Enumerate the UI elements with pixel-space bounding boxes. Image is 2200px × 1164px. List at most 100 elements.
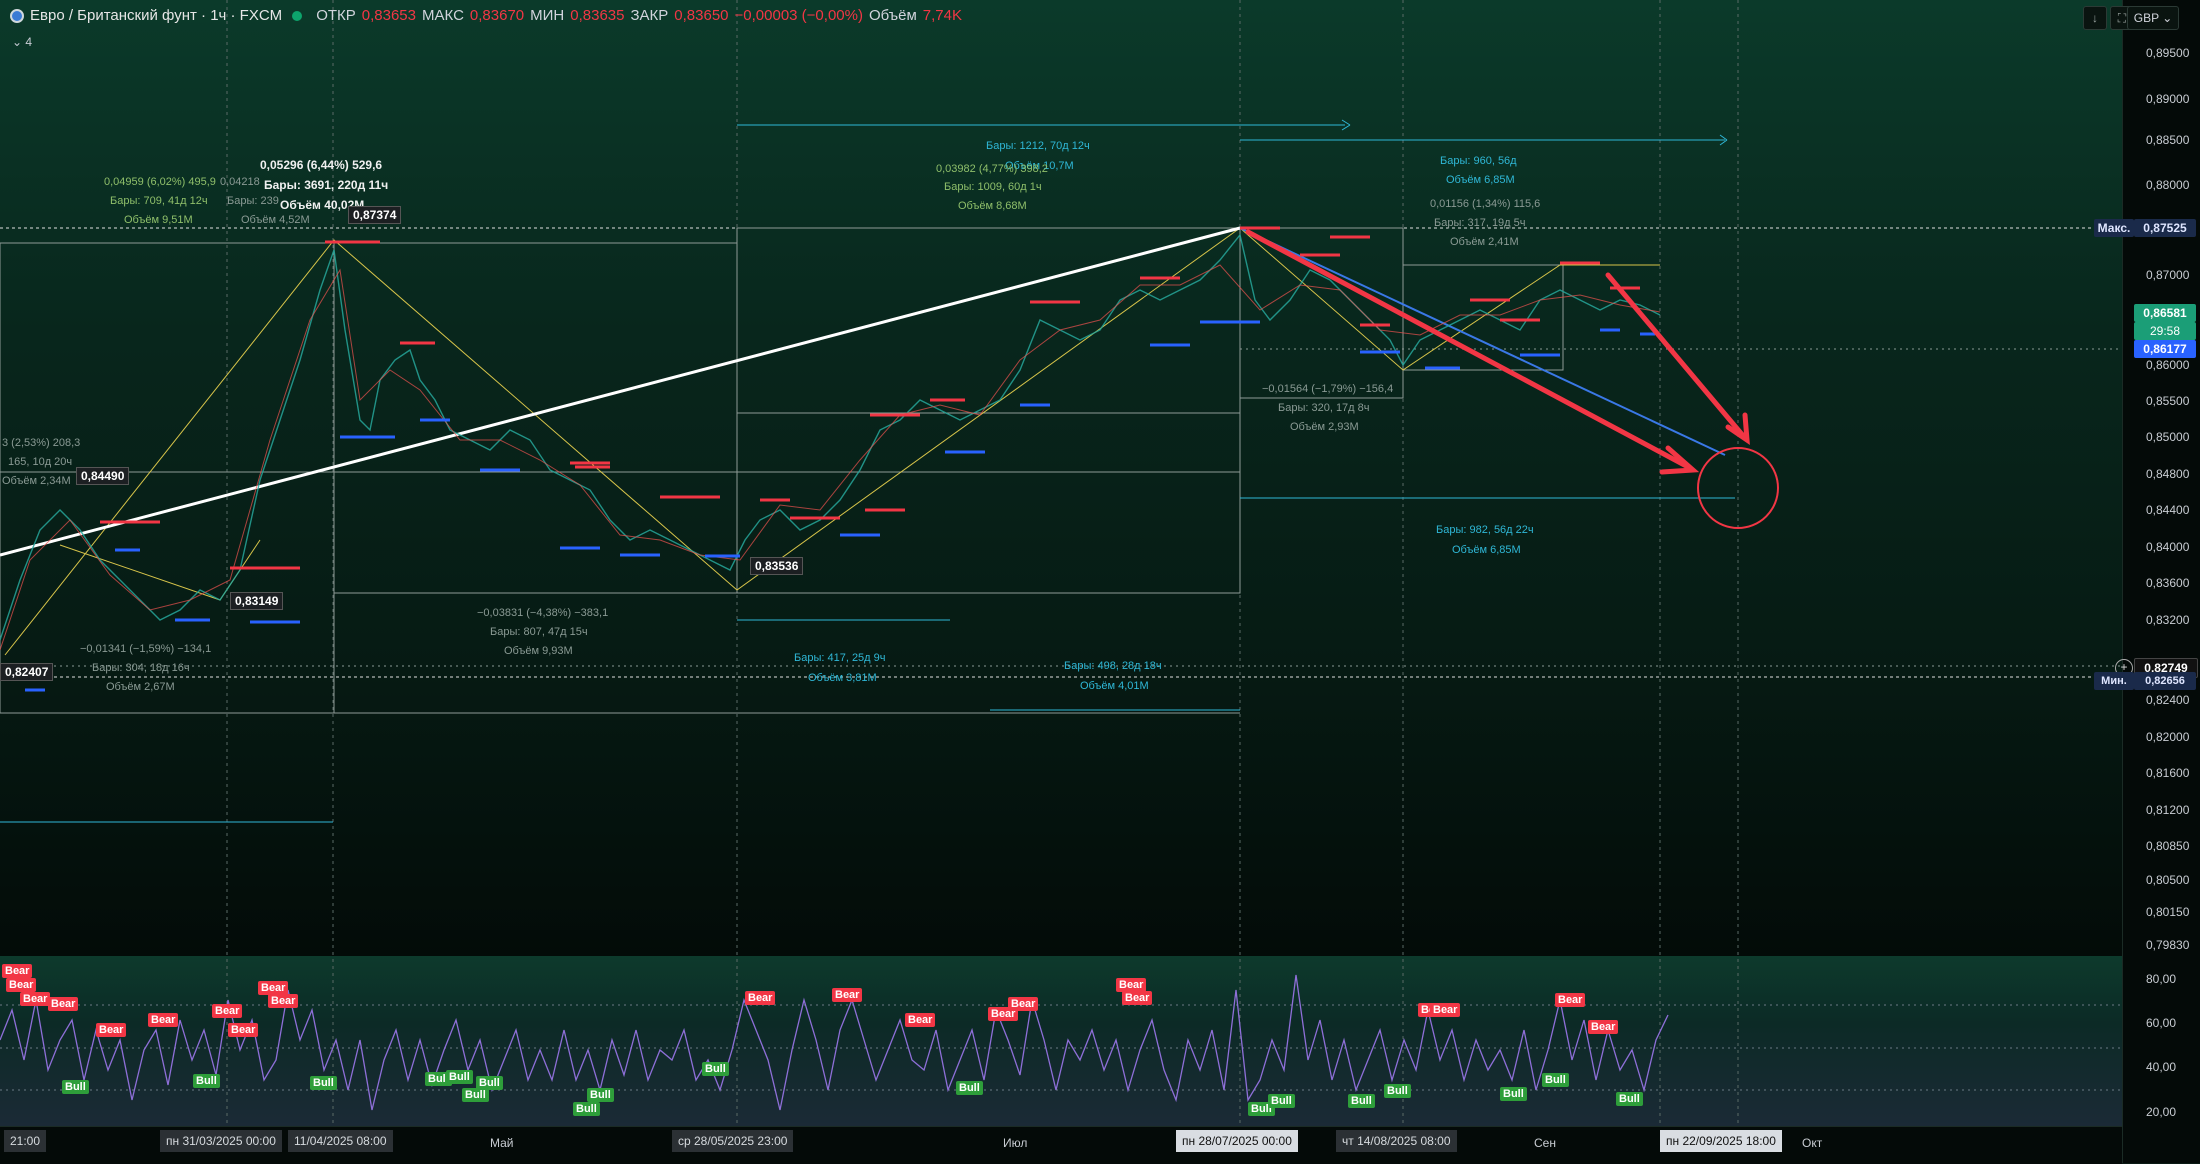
range-measure-text: Бары: 239 <box>227 195 279 207</box>
min-label: Мин. <box>2094 672 2134 690</box>
time-label: Сен <box>1534 1136 1556 1150</box>
max-label: Макс. <box>2094 219 2134 237</box>
range-measure-text: Бары: 317, 19д 5ч <box>1434 217 1526 229</box>
line-price-tag: 0,86177 <box>2134 340 2196 358</box>
oscillator-pane[interactable] <box>0 956 2122 1126</box>
bear-label: Bear <box>905 1013 936 1027</box>
time-range-end: пн 22/09/2025 18:00 <box>1660 1130 1782 1152</box>
range-measure-text: 0,01156 (1,34%) 115,6 <box>1430 198 1541 210</box>
range-measure-text: Объём 2,34M <box>2 475 71 487</box>
price-tick: 0,89000 <box>2146 92 2190 106</box>
price-tick: 0,88000 <box>2146 178 2190 192</box>
bull-label: Bull <box>573 1102 600 1116</box>
indicators-toggle[interactable]: ⌄ 4 <box>12 35 32 49</box>
osc-tick: 40,00 <box>2146 1060 2177 1074</box>
bull-label: Bull <box>1348 1094 1375 1108</box>
currency-selector[interactable]: GBP ⌄ <box>2127 6 2179 30</box>
bear-label: Bear <box>2 964 33 978</box>
price-tick: 0,85500 <box>2146 394 2190 408</box>
range-measure-text: Объём 3,81M <box>808 672 877 684</box>
range-measure-text: Объём 4,52M <box>241 214 310 226</box>
bull-label: Bull <box>462 1088 489 1102</box>
range-measure-text: Объём 10,7M <box>1005 160 1074 172</box>
bear-label: Bear <box>48 997 79 1011</box>
osc-tick: 20,00 <box>2146 1105 2177 1119</box>
bear-label: Bear <box>268 994 299 1008</box>
bull-label: Bull <box>1268 1094 1295 1108</box>
osc-tick: 80,00 <box>2146 972 2177 986</box>
bull-label: Bull <box>956 1081 983 1095</box>
range-measure-text: Объём 6,85M <box>1452 544 1521 556</box>
range-measure-text: Бары: 417, 25д 9ч <box>794 652 886 664</box>
symbol-header[interactable]: Евро / Британский фунт · 1ч · FXCM ОТКР 0… <box>10 7 962 24</box>
price-tick: 0,88500 <box>2146 133 2190 147</box>
symbol-title[interactable]: Евро / Британский фунт · 1ч · FXCM <box>30 7 283 24</box>
range-measure-text: 0,03982 (4,77%) 398,2 <box>936 163 1048 175</box>
bull-label: Bull <box>587 1088 614 1102</box>
bear-label: Bear <box>148 1013 179 1027</box>
price-tick: 0,84000 <box>2146 540 2190 554</box>
bull-label: Bull <box>702 1062 729 1076</box>
bear-label: Bear <box>1430 1003 1461 1017</box>
range-measure-text: Объём 40,02M <box>280 198 365 212</box>
time-range-start: ср 28/05/2025 23:00 <box>672 1130 794 1152</box>
price-scale[interactable] <box>2122 0 2200 1163</box>
time-range-start: пн 31/03/2025 00:00 <box>160 1130 282 1152</box>
bear-label: Bear <box>20 992 51 1006</box>
time-label: Июл <box>1003 1136 1028 1150</box>
bear-label: Bear <box>228 1023 259 1037</box>
range-measure-text: −0,01341 (−1,59%) −134,1 <box>80 643 212 655</box>
bear-label: Bear <box>1008 997 1039 1011</box>
bull-label: Bull <box>1616 1092 1643 1106</box>
time-label: Май <box>490 1136 514 1150</box>
price-tick: 0,81200 <box>2146 803 2190 817</box>
download-icon[interactable]: ↓ <box>2083 6 2107 30</box>
indicators-count: 4 <box>25 35 33 49</box>
range-measure-text: 3 (2,53%) 208,3 <box>2 437 81 449</box>
bear-label: Bear <box>1588 1020 1619 1034</box>
range-measure-text: −0,01564 (−1,79%) −156,4 <box>1262 383 1394 395</box>
pivot-price-tag: 0,83149 <box>230 592 284 610</box>
price-tick: 0,87000 <box>2146 268 2190 282</box>
price-tick: 0,83200 <box>2146 613 2190 627</box>
range-measure-text: 0,05296 (6,44%) 529,6 <box>260 158 383 172</box>
market-open-indicator <box>292 10 303 21</box>
time-range-start: чт 14/08/2025 08:00 <box>1336 1130 1457 1152</box>
range-measure-text: Объём 4,01M <box>1080 680 1149 692</box>
chevron-down-icon: ⌄ <box>12 35 23 49</box>
pivot-price-tag: 0,83536 <box>750 557 804 575</box>
range-measure-text: Бары: 982, 56д 22ч <box>1436 524 1534 536</box>
time-crosshair-label: пн 28/07/2025 00:00 <box>1176 1130 1298 1152</box>
osc-tick: 60,00 <box>2146 1016 2177 1030</box>
bear-label: Bear <box>745 991 776 1005</box>
price-tick: 0,84400 <box>2146 503 2190 517</box>
bear-label: Bear <box>96 1023 127 1037</box>
bull-label: Bull <box>425 1072 452 1086</box>
time-label: 21:00 <box>4 1130 47 1152</box>
volume-value: 7,74K <box>922 7 962 24</box>
change-value: −0,00003 (−0,00%) <box>734 7 863 24</box>
bear-label: Bear <box>1116 978 1147 992</box>
price-tick: 0,79830 <box>2146 938 2190 952</box>
price-tick: 0,80500 <box>2146 873 2190 887</box>
range-measure-text: Объём 2,67M <box>106 681 175 693</box>
bull-label: Bull <box>1500 1087 1527 1101</box>
pivot-price-tag: 0,82407 <box>0 663 54 681</box>
max-price-tag: 0,87525 <box>2134 219 2196 237</box>
bull-label: Bull <box>446 1070 473 1084</box>
min-low-tag: 0,82656 <box>2134 672 2196 690</box>
current-price-tag: 0,86581 <box>2134 304 2196 322</box>
price-tick: 0,83600 <box>2146 576 2190 590</box>
bull-label: Bull <box>1542 1073 1569 1087</box>
range-measure-text: Бары: 960, 56д <box>1440 155 1517 167</box>
range-measure-text: 165, 10д 20ч <box>8 456 73 468</box>
price-tick: 0,89500 <box>2146 46 2190 60</box>
range-measure-text: Бары: 1212, 70д 12ч <box>986 140 1090 152</box>
bear-label: Bear <box>6 978 37 992</box>
price-tick: 0,80850 <box>2146 839 2190 853</box>
currency-flag-icon <box>10 8 24 23</box>
high-value: 0,83670 <box>469 7 525 24</box>
time-range-end: 11/04/2025 08:00 <box>288 1130 393 1152</box>
main-chart-pane[interactable] <box>0 0 2122 956</box>
